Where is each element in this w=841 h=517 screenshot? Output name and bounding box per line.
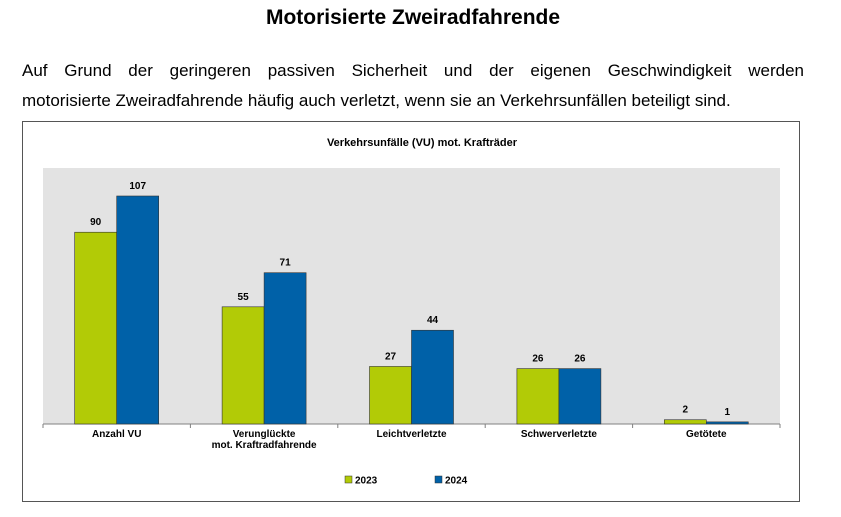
bar-chart: Verkehrsunfälle (VU) mot. Krafträder 90 10… (42, 137, 781, 487)
data-label-2023: 27 (385, 351, 397, 362)
data-label-2024: 44 (427, 315, 439, 326)
x-tick-label: mot. Kraftradfahrende (212, 440, 317, 451)
data-label-2023: 26 (532, 354, 544, 365)
bar-2024 (705, 421, 749, 425)
data-label-2023: 2 (683, 405, 689, 416)
chart-title: Verkehrsunfälle (VU) mot. Krafträder (327, 137, 518, 149)
chart-frame: Verkehrsunfälle (VU) mot. Krafträder 90 10… (22, 121, 800, 502)
data-label-2024: 26 (574, 354, 586, 365)
intro-paragraph-line-1: Auf Grund der geringeren passiven Sicher… (22, 61, 804, 80)
bar-2023 (221, 306, 265, 425)
data-label-2024: 107 (129, 181, 146, 192)
intro-paragraph: Auf Grund der geringeren passiven Sicher… (22, 56, 804, 116)
x-tick-label: Leichtverletzte (376, 429, 446, 440)
page-title: Motorisierte Zweiradfahrende (265, 6, 561, 29)
data-label-2023: 55 (238, 292, 250, 303)
data-label-2024: 71 (280, 258, 292, 269)
intro-paragraph-line-2: motorisierte Zweiradfahrende häufig auch… (22, 91, 731, 110)
x-tick-label: Getötete (686, 429, 727, 440)
bar-2024 (558, 368, 602, 425)
legend-swatch-2024 (434, 475, 443, 484)
legend-swatch-2023 (344, 475, 353, 484)
bar-2023 (663, 419, 707, 425)
x-tick-label: Verunglückte (233, 429, 296, 440)
bar-2024 (263, 272, 307, 425)
x-tick-label: Anzahl VU (92, 429, 141, 440)
bar-2023 (369, 366, 412, 425)
x-tick-label: Schwerverletzte (521, 429, 598, 440)
bar-2024 (116, 195, 159, 425)
data-label-2023: 90 (90, 217, 102, 228)
legend-label-2024: 2024 (445, 476, 468, 487)
data-label-2024: 1 (725, 407, 731, 418)
bar-2024 (411, 329, 454, 425)
legend-label-2023: 2023 (355, 476, 378, 487)
bar-2023 (74, 231, 118, 425)
bar-2023 (516, 368, 560, 425)
